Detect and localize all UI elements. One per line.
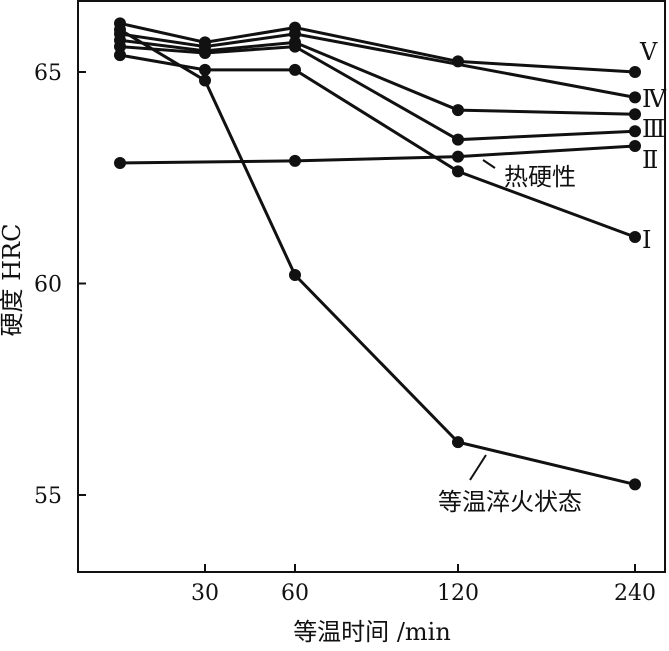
data-point [452,104,464,117]
data-point [452,436,464,449]
data-point [629,140,641,153]
data-point [289,40,301,53]
data-point [629,91,641,104]
data-point [114,23,126,36]
data-point [199,63,211,76]
data-point [114,156,126,169]
series-line-4 [119,144,636,165]
data-point [629,66,641,78]
data-point [289,269,301,282]
data-point [629,478,641,491]
data-point [629,108,641,121]
data-point [289,63,301,76]
y-tick-label: 65 [34,61,62,86]
series-line-3 [119,45,636,142]
data-point [199,46,211,59]
annotation-pointer [469,454,487,481]
data-point [452,150,464,163]
data-point [114,40,126,53]
x-tick-label: 240 [614,581,656,606]
y-tick-label: 60 [34,273,62,298]
data-point [452,133,464,146]
data-point [199,74,211,87]
series-line-0 [119,21,636,74]
data-point [452,165,464,178]
series-line-6 [119,28,636,486]
data-point [114,49,126,62]
series-line-1 [119,32,636,99]
data-point [629,125,641,138]
data-point [289,27,301,40]
data-point [289,154,301,167]
annotation-pointer [482,159,496,169]
series-label-iv: Ⅳ [642,85,667,113]
annotation-quench: 等温淬火状态 [438,488,582,516]
x-tick-label: 30 [191,581,219,606]
series-label-ii: Ⅱ [642,146,658,174]
series-label-v: V [639,38,658,66]
y-axis-label: 硬度 HRC [0,224,26,337]
x-tick-label: 120 [437,581,479,606]
plot-frame [77,0,666,573]
data-point [629,230,641,243]
x-axis-label: 等温时间 /min [293,618,451,646]
x-tick-label: 60 [281,581,309,606]
series-label-iii: Ⅲ [642,115,665,143]
series-label-i: Ⅰ [642,226,651,254]
annotation-red-hardness: 热硬性 [504,163,576,191]
y-tick-label: 55 [34,484,62,509]
